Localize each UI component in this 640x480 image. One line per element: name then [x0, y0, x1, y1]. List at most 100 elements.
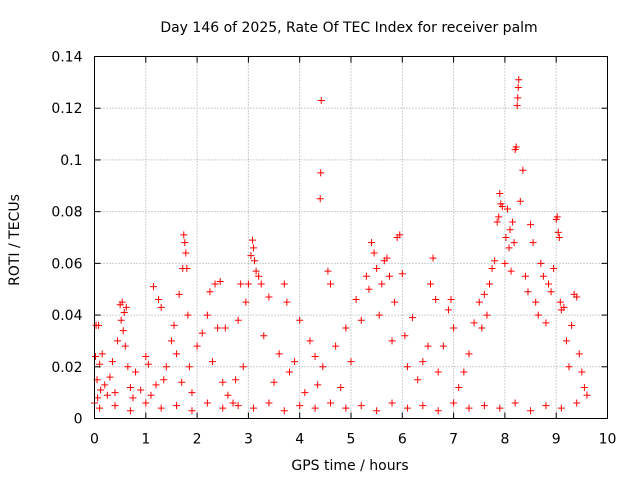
- y-tick-label: 0.04: [51, 308, 82, 324]
- data-point: [234, 402, 242, 410]
- data-point: [516, 197, 524, 205]
- data-point: [247, 252, 255, 260]
- data-point: [450, 324, 458, 332]
- data-point: [132, 368, 140, 376]
- data-point: [510, 239, 518, 247]
- y-tick-label: 0: [74, 412, 83, 428]
- data-point: [573, 293, 581, 301]
- data-point: [157, 303, 165, 311]
- data-point: [317, 169, 325, 177]
- data-point: [524, 288, 532, 296]
- data-point: [285, 368, 293, 376]
- data-point: [206, 288, 214, 296]
- data-point: [249, 236, 257, 244]
- data-point: [265, 399, 273, 407]
- data-point: [507, 267, 515, 275]
- data-point: [357, 402, 365, 410]
- data-point: [373, 265, 381, 273]
- data-point: [188, 407, 196, 415]
- data-point: [527, 221, 535, 229]
- data-point: [580, 383, 588, 391]
- data-point: [465, 350, 473, 358]
- data-point: [547, 288, 555, 296]
- data-point: [486, 280, 494, 288]
- data-point: [126, 407, 134, 415]
- data-point: [378, 280, 386, 288]
- data-point: [94, 394, 102, 402]
- data-point: [170, 321, 178, 329]
- data-point: [198, 329, 206, 337]
- data-point: [144, 360, 152, 368]
- chart-title: Day 146 of 2025, Rate Of TEC Index for r…: [160, 20, 537, 36]
- data-point: [556, 298, 564, 306]
- data-point: [542, 319, 550, 327]
- data-point: [401, 332, 409, 340]
- data-point: [232, 376, 240, 384]
- data-point: [224, 391, 232, 399]
- data-point: [493, 218, 501, 226]
- data-point: [314, 381, 322, 389]
- data-point: [521, 272, 529, 280]
- data-point: [509, 218, 517, 226]
- x-tick-label: 2: [193, 432, 202, 448]
- y-tick-label: 0.12: [51, 101, 82, 117]
- data-point: [296, 402, 304, 410]
- data-point: [317, 96, 325, 104]
- y-tick-label: 0.08: [51, 205, 82, 221]
- data-point: [557, 404, 565, 412]
- data-point: [92, 352, 100, 360]
- data-point: [373, 407, 381, 415]
- data-point: [455, 383, 463, 391]
- data-point: [532, 298, 540, 306]
- data-point: [560, 303, 568, 311]
- data-point: [537, 259, 545, 267]
- data-point: [498, 202, 506, 210]
- data-point: [257, 280, 265, 288]
- data-point: [534, 311, 542, 319]
- data-point: [465, 404, 473, 412]
- data-point: [555, 234, 563, 241]
- data-point: [275, 350, 283, 358]
- x-tick-label: 6: [398, 432, 407, 448]
- data-point: [403, 363, 411, 371]
- data-point: [280, 280, 288, 288]
- data-point: [126, 383, 134, 391]
- data-point: [157, 404, 165, 412]
- data-point: [216, 277, 224, 285]
- data-point: [306, 337, 314, 345]
- data-point: [101, 381, 109, 389]
- y-tick-label: 0.06: [51, 256, 82, 272]
- data-point: [460, 368, 468, 376]
- data-point: [506, 226, 514, 234]
- data-point: [178, 378, 186, 386]
- data-point: [219, 378, 227, 386]
- data-point: [434, 368, 442, 376]
- data-point: [291, 358, 299, 366]
- data-point: [347, 358, 355, 366]
- data-point: [283, 298, 291, 306]
- y-tick-label: 0.14: [51, 50, 82, 66]
- data-point: [352, 296, 360, 304]
- data-point: [495, 213, 503, 221]
- data-points: [91, 76, 591, 415]
- data-point: [252, 267, 260, 275]
- data-point: [234, 316, 242, 324]
- data-point: [434, 407, 442, 415]
- data-point: [193, 342, 201, 350]
- data-point: [296, 316, 304, 324]
- data-point: [326, 280, 334, 288]
- data-point: [244, 280, 252, 288]
- data-point: [388, 337, 396, 345]
- data-point: [97, 386, 105, 394]
- data-point: [184, 311, 192, 319]
- data-point: [255, 272, 263, 280]
- data-point: [365, 285, 373, 293]
- data-point: [129, 394, 137, 402]
- x-tick-label: 9: [552, 432, 561, 448]
- data-point: [362, 272, 370, 280]
- data-point: [147, 391, 155, 399]
- data-point: [221, 324, 229, 332]
- y-axis-label: ROTI / TECUs: [7, 194, 23, 286]
- data-point: [539, 272, 547, 280]
- data-point: [398, 270, 406, 278]
